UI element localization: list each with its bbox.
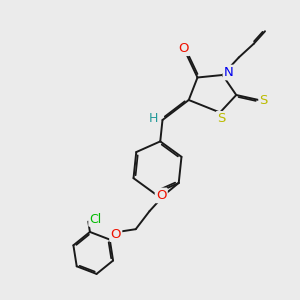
- Text: Cl: Cl: [89, 213, 102, 226]
- Text: S: S: [217, 112, 225, 125]
- Text: S: S: [260, 94, 268, 106]
- Text: H: H: [148, 112, 158, 125]
- Text: O: O: [178, 42, 189, 55]
- Text: O: O: [156, 189, 166, 202]
- Text: O: O: [110, 228, 121, 241]
- Text: N: N: [224, 66, 234, 79]
